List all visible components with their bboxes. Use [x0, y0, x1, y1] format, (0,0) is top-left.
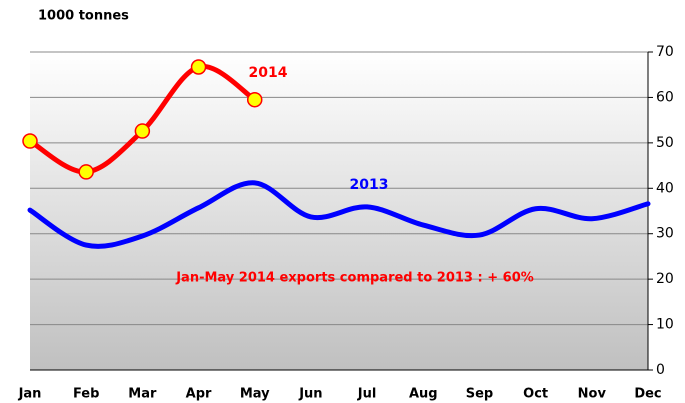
y-tick-label: 50: [656, 135, 674, 151]
series-label: 2014: [249, 65, 288, 81]
x-tick-label: Dec: [634, 387, 661, 402]
y-tick-label: 20: [656, 271, 674, 287]
y-tick-label: 0: [656, 362, 665, 378]
x-tick-label: Mar: [128, 387, 157, 402]
x-tick-label: Aug: [409, 387, 438, 402]
series-line: [27, 180, 651, 249]
x-tick-label: May: [240, 387, 270, 402]
annotation: Jan-May 2014 exports compared to 2013 : …: [175, 271, 534, 286]
marker: [22, 133, 38, 149]
marker: [246, 91, 263, 108]
x-tick-label: Feb: [73, 387, 99, 402]
x-tick-label: Nov: [578, 387, 607, 402]
x-tick-label: Sep: [466, 387, 494, 402]
y-tick-label: 10: [656, 317, 674, 333]
y-tick-label: 60: [656, 89, 674, 105]
y-axis-label: 1000 tonnes: [38, 9, 129, 24]
y-tick-label: 70: [656, 44, 674, 60]
x-tick-label: Jul: [357, 387, 377, 402]
marker: [78, 164, 94, 180]
y-tick-label: 40: [656, 180, 674, 196]
x-tick-label: Jan: [18, 387, 42, 402]
x-tick-label: Apr: [186, 387, 212, 402]
y-tick-label: 30: [656, 226, 674, 242]
series-label: 2013: [350, 177, 389, 193]
marker: [190, 59, 207, 75]
x-tick-label: Jun: [298, 387, 322, 402]
marker: [134, 123, 151, 139]
x-tick-label: Oct: [523, 387, 548, 402]
